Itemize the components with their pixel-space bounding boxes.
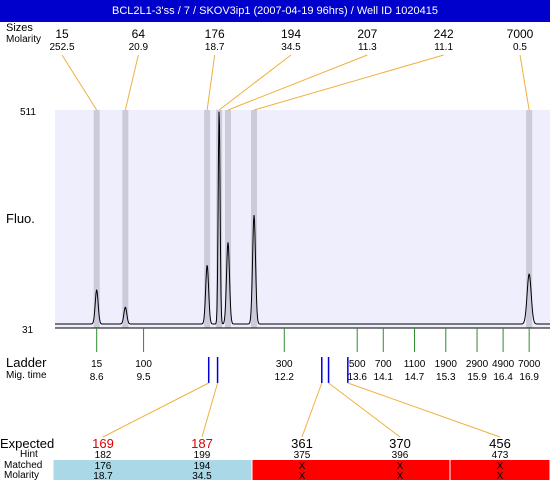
peak-band-3 <box>216 110 223 328</box>
matched-value: X <box>497 461 504 472</box>
ladder-size-label: 2900 <box>466 359 489 370</box>
peak-size-label: 194 <box>281 27 301 41</box>
matched-label: Matched <box>4 460 43 471</box>
expected-connector <box>201 382 219 438</box>
peak-molarity-label: 0.5 <box>513 42 527 53</box>
matched-molarity-value: X <box>397 471 404 480</box>
fluo-axis-label: Fluo. <box>6 211 35 226</box>
matched-cell <box>53 460 153 480</box>
peak-connector <box>253 54 444 111</box>
expected-connector <box>328 382 401 438</box>
matched-molarity-value: 34.5 <box>192 471 212 480</box>
mig-time-label: Mig. time <box>6 370 47 381</box>
plot-area <box>55 110 550 328</box>
peak-molarity-label: 20.9 <box>129 42 149 53</box>
expected-connector <box>301 382 323 438</box>
matched-value: X <box>299 461 306 472</box>
peak-connector <box>124 54 139 111</box>
peak-connector <box>206 54 216 111</box>
ladder-size-label: 15 <box>91 359 103 370</box>
ladder-mig-time-label: 15.9 <box>467 372 487 383</box>
peak-band-4 <box>224 110 231 328</box>
peak-molarity-label: 34.5 <box>281 42 301 53</box>
expected-size-label: 187 <box>191 436 213 451</box>
hint-label: Hint <box>20 449 38 460</box>
matched-value: 194 <box>194 461 211 472</box>
hint-label: 375 <box>294 450 311 461</box>
ladder-mig-time-label: 14.7 <box>405 372 425 383</box>
peak-molarity-label: 252.5 <box>49 42 74 53</box>
peak-molarity-label: 11.3 <box>358 42 377 53</box>
sizes-label: Sizes <box>6 22 33 34</box>
peak-band-2 <box>204 110 211 328</box>
matched-cell <box>450 460 550 480</box>
ladder-mig-time-label: 12.2 <box>275 372 295 383</box>
window-title: BCL2L1-3'ss / 7 / SKOV3ip1 (2007-04-19 9… <box>0 0 550 22</box>
ladder-size-label: 4900 <box>492 359 515 370</box>
matched-cell <box>350 460 450 480</box>
ladder-size-label: 700 <box>375 359 392 370</box>
ladder-mig-time-label: 16.4 <box>493 372 513 383</box>
ladder-size-label: 500 <box>349 359 366 370</box>
peak-size-label: 176 <box>205 27 225 41</box>
peak-size-label: 7000 <box>507 27 534 41</box>
ladder-mig-time-label: 16.9 <box>519 372 539 383</box>
hint-label: 473 <box>492 450 509 461</box>
expected-label: Expected <box>0 436 55 451</box>
expected-size-label: 361 <box>291 436 313 451</box>
peak-band-0 <box>93 110 100 328</box>
hint-label: 182 <box>95 450 112 461</box>
peak-connector <box>227 54 368 111</box>
expected-size-label: 456 <box>489 436 511 451</box>
ladder-size-label: 7000 <box>518 359 541 370</box>
matched-cell <box>252 460 352 480</box>
molarity-bottom-label: Molarity <box>4 470 40 481</box>
peak-band-6 <box>526 110 533 328</box>
peak-size-label: 15 <box>55 27 69 41</box>
peak-connector <box>61 54 98 111</box>
molarity-label: Molarity <box>6 34 42 45</box>
y-min-label: 31 <box>22 325 34 336</box>
peak-size-label: 207 <box>357 27 377 41</box>
ladder-mig-time-label: 14.1 <box>374 372 394 383</box>
peak-connector <box>519 54 530 111</box>
peak-connector <box>218 54 292 111</box>
ladder-mig-time-label: 15.3 <box>436 372 456 383</box>
ladder-label: Ladder <box>6 355 47 370</box>
matched-value: X <box>397 461 404 472</box>
peak-size-label: 64 <box>132 27 146 41</box>
expected-connector <box>102 382 209 438</box>
expected-connector <box>347 382 501 438</box>
expected-size-label: 169 <box>92 436 114 451</box>
ladder-mig-time-label: 8.6 <box>90 372 104 383</box>
matched-cell <box>152 460 252 480</box>
peak-molarity-label: 11.1 <box>434 42 453 53</box>
ladder-size-label: 1900 <box>435 359 458 370</box>
ladder-mig-time-label: 9.5 <box>137 372 151 383</box>
ladder-size-label: 1100 <box>404 359 426 370</box>
expected-size-label: 370 <box>389 436 411 451</box>
ladder-mig-time-label: 13.6 <box>347 372 367 383</box>
ladder-size-label: 100 <box>135 359 152 370</box>
y-max-label: 511 <box>20 107 36 118</box>
hint-label: 396 <box>392 450 409 461</box>
peak-molarity-label: 18.7 <box>205 42 225 53</box>
hint-label: 199 <box>194 450 211 461</box>
matched-value: 176 <box>95 461 112 472</box>
fluorescence-trace <box>55 111 550 325</box>
ladder-size-label: 300 <box>276 359 293 370</box>
peak-size-label: 242 <box>434 27 454 41</box>
matched-molarity-value: X <box>497 471 504 480</box>
matched-molarity-value: 18.7 <box>93 471 113 480</box>
matched-molarity-value: X <box>299 471 306 480</box>
peak-band-1 <box>122 110 129 328</box>
